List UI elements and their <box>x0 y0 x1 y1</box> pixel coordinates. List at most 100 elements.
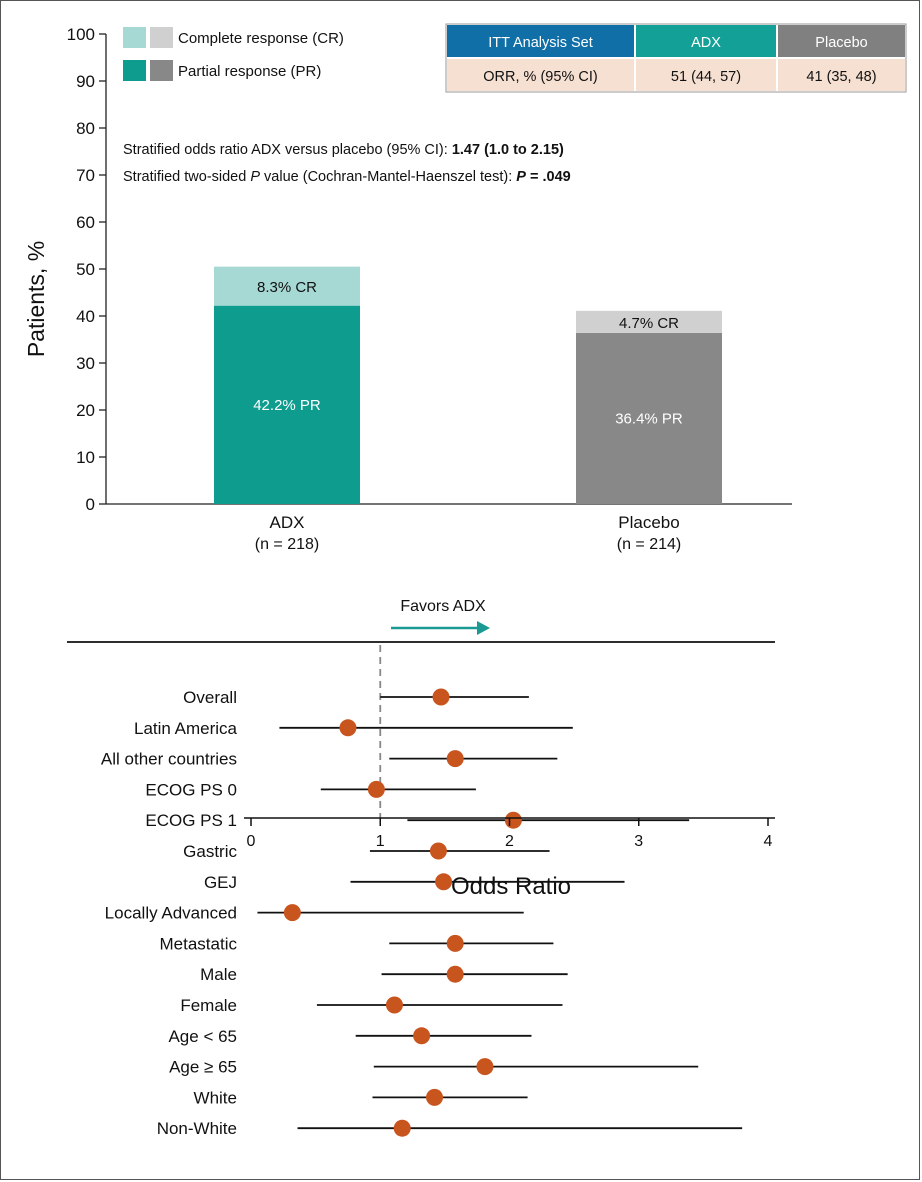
subgroup-label: Age ≥ 65 <box>169 1058 237 1077</box>
annotation-value: 1.47 (1.0 to 2.15) <box>452 142 564 158</box>
odds-ratio-point <box>393 1119 411 1137</box>
table-body-label: 41 (35, 48) <box>806 69 876 85</box>
odds-ratio-point <box>429 842 447 860</box>
subgroup-label: Latin America <box>134 719 238 738</box>
y-tick-label: 60 <box>76 213 95 232</box>
table-header-label: ADX <box>691 35 721 51</box>
legend-label: Partial response (PR) <box>178 63 321 80</box>
bar-axes: 0 10 20 30 40 50 60 70 80 90 100 Patients, % <box>23 25 792 514</box>
y-tick-label: 100 <box>67 25 95 44</box>
y-tick-label: 90 <box>76 72 95 91</box>
forest-x-tick-label: 2 <box>505 833 514 850</box>
subgroup-label: Metastatic <box>160 934 238 953</box>
forest-x-axis-title: Odds Ratio <box>451 873 571 900</box>
y-tick-label: 0 <box>86 495 95 514</box>
forest-x-tick-label: 3 <box>634 833 643 850</box>
y-tick-label: 80 <box>76 119 95 138</box>
table-header-label: Placebo <box>815 35 867 51</box>
odds-ratio-point <box>283 904 301 922</box>
y-tick-label: 30 <box>76 354 95 373</box>
odds-ratio-point <box>446 965 464 983</box>
odds-ratio-annotation: Stratified odds ratio ADX versus placebo… <box>123 142 564 158</box>
orr-table: ITT Analysis Set ADX Placebo ORR, % (95% CI… <box>445 23 907 93</box>
subgroup-label: Non-White <box>157 1119 237 1138</box>
subgroup-label: Locally Advanced <box>105 904 237 923</box>
legend-swatch-adx <box>123 60 146 81</box>
odds-ratio-point <box>367 780 385 798</box>
bar-pr-segment <box>214 305 360 504</box>
subgroup-label: GEJ <box>204 873 237 892</box>
bar-annotations: Stratified odds ratio ADX versus placebo… <box>123 142 571 185</box>
table-body-cell <box>636 59 776 91</box>
odds-ratio-point <box>339 719 357 737</box>
odds-ratio-point <box>432 688 450 706</box>
table-header-cell <box>447 25 634 57</box>
odds-ratio-point <box>504 811 522 829</box>
table-body-cell <box>778 59 905 91</box>
legend-label: Complete response (CR) <box>178 30 344 47</box>
bar-cr-segment <box>576 310 722 333</box>
subgroup-label: ECOG PS 1 <box>145 811 237 830</box>
category-n-label: (n = 218) <box>255 536 319 553</box>
odds-ratio-point <box>476 1058 494 1076</box>
odds-ratio-point <box>435 873 453 891</box>
legend-swatch-adx <box>123 27 146 48</box>
legend-swatch-placebo <box>150 27 173 48</box>
subgroup-label: Age < 65 <box>168 1027 237 1046</box>
forest-axis: 0 1 2 3 4 Odds Ratio <box>244 817 775 900</box>
annotation-text: value (Cochran-Mantel-Haenszel test): <box>260 169 516 185</box>
bar-pr-label: 36.4% PR <box>615 410 683 427</box>
subgroup-label: White <box>194 1088 237 1107</box>
subgroup-label: Overall <box>183 688 237 707</box>
odds-ratio-point <box>446 934 464 952</box>
y-tick-label: 50 <box>76 260 95 279</box>
category-n-label: (n = 214) <box>617 536 681 553</box>
direction-label: Favors ADX <box>400 598 486 615</box>
category-label: ADX <box>270 513 305 532</box>
forest-rows: Overall Latin America All other countries E… <box>101 645 743 1138</box>
table-header-label: ITT Analysis Set <box>488 35 593 51</box>
bar-cr-segment <box>214 266 360 306</box>
category-label: Placebo <box>618 513 679 532</box>
subgroup-label: All other countries <box>101 750 237 769</box>
table-header-cell <box>778 25 905 57</box>
annotation-value: = .049 <box>526 169 571 185</box>
response-bar-chart: 0 10 20 30 40 50 60 70 80 90 100 Patients, % 42.2% … <box>23 23 907 553</box>
legend-swatch-placebo <box>150 60 173 81</box>
table-header-cell <box>636 25 776 57</box>
forest-x-tick-label: 0 <box>247 833 256 850</box>
p-value-annotation: Stratified two-sided P value (Cochran-Ma… <box>123 169 571 185</box>
table-body-label: 51 (44, 57) <box>671 69 741 85</box>
subgroup-label: ECOG PS 0 <box>145 780 237 799</box>
direction-arrow-head <box>477 621 490 635</box>
bar-cr-label: 4.7% CR <box>619 315 679 332</box>
subgroup-label: Gastric <box>183 842 237 861</box>
y-tick-label: 10 <box>76 448 95 467</box>
forest-header: Favors ADX <box>67 598 775 643</box>
y-tick-label: 20 <box>76 401 95 420</box>
subgroup-forest-plot: Favors ADX Overall Latin America All other… <box>67 598 775 1138</box>
bar-pr-segment <box>576 332 722 504</box>
y-tick-label: 40 <box>76 307 95 326</box>
odds-ratio-point <box>413 1027 431 1045</box>
bar-legend: Complete response (CR) Partial response (… <box>123 27 344 81</box>
bar-cr-label: 8.3% CR <box>257 279 317 296</box>
odds-ratio-point <box>385 996 403 1014</box>
table-body-cell <box>447 59 634 91</box>
bar-marks: 42.2% PR 8.3% CR ADX (n = 218) 36.4% PR 4.7% … <box>214 266 722 553</box>
y-axis-title: Patients, % <box>23 241 49 357</box>
table-body-label: ORR, % (95% CI) <box>483 69 597 85</box>
bar-pr-label: 42.2% PR <box>253 397 321 414</box>
annotation-italic-bold: P <box>516 169 526 185</box>
forest-x-tick-label: 1 <box>376 833 385 850</box>
subgroup-label: Male <box>200 965 237 984</box>
subgroup-label: Female <box>180 996 237 1015</box>
forest-x-tick-label: 4 <box>764 833 773 850</box>
y-tick-label: 70 <box>76 166 95 185</box>
annotation-italic: P <box>250 169 260 185</box>
annotation-text: Stratified two-sided <box>123 169 250 185</box>
annotation-text: Stratified odds ratio ADX versus placebo… <box>123 142 452 158</box>
odds-ratio-point <box>426 1088 444 1106</box>
